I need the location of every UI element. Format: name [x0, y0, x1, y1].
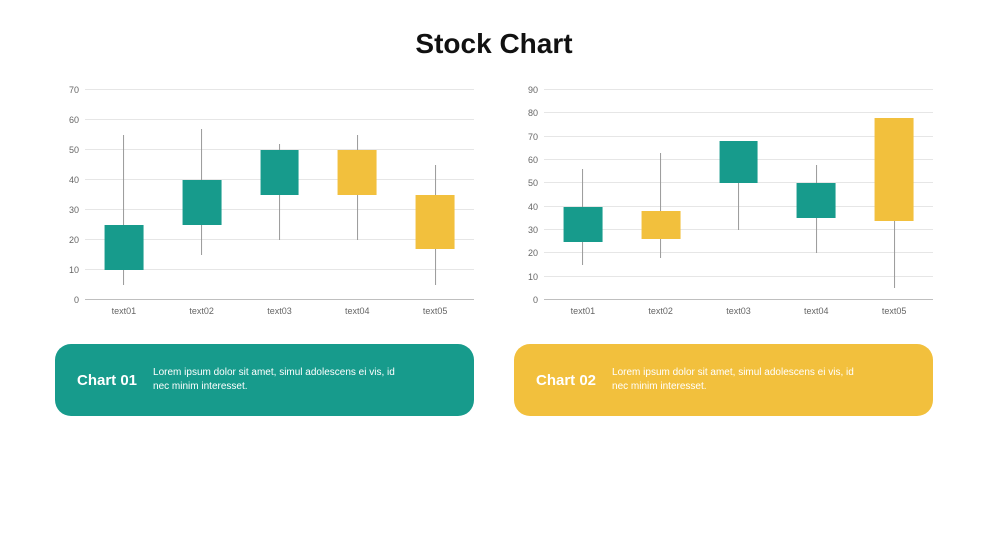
candle-body: [797, 183, 836, 218]
x-label: text04: [777, 306, 855, 316]
y-tick: 60: [55, 115, 79, 125]
y-tick: 70: [55, 85, 79, 95]
x-labels-1: text01text02text03text04text05: [85, 300, 474, 316]
x-labels-2: text01text02text03text04text05: [544, 300, 933, 316]
candle-body: [563, 207, 602, 242]
candle: [182, 90, 221, 300]
y-tick: 10: [514, 272, 538, 282]
x-label: text02: [622, 306, 700, 316]
y-tick: 0: [55, 295, 79, 305]
candle-body: [719, 141, 758, 183]
x-label: text05: [396, 306, 474, 316]
candle: [260, 90, 299, 300]
y-tick: 20: [55, 235, 79, 245]
y-tick: 0: [514, 295, 538, 305]
candle: [338, 90, 377, 300]
x-label: text04: [318, 306, 396, 316]
candle-body: [641, 211, 680, 239]
caption-text-1: Lorem ipsum dolor sit amet, simul adoles…: [153, 366, 413, 395]
candle-body: [260, 150, 299, 195]
candle: [641, 90, 680, 300]
y-tick: 50: [514, 178, 538, 188]
baseline-2: [544, 299, 933, 300]
y-tick: 30: [514, 225, 538, 235]
baseline-1: [85, 299, 474, 300]
y-tick: 80: [514, 108, 538, 118]
chart-panel-1: 010203040506070 text01text02text03text04…: [55, 90, 474, 316]
candle: [563, 90, 602, 300]
y-tick: 40: [514, 202, 538, 212]
y-tick: 50: [55, 145, 79, 155]
y-tick: 70: [514, 132, 538, 142]
candle-body: [182, 180, 221, 225]
x-label: text01: [85, 306, 163, 316]
x-label: text03: [700, 306, 778, 316]
x-label: text03: [241, 306, 319, 316]
caption-title-1: Chart 01: [77, 372, 137, 389]
candle-wick: [660, 153, 661, 258]
x-label: text05: [855, 306, 933, 316]
caption-card-2: Chart 02 Lorem ipsum dolor sit amet, sim…: [514, 344, 933, 416]
captions-row: Chart 01 Lorem ipsum dolor sit amet, sim…: [0, 316, 988, 416]
candle: [719, 90, 758, 300]
chart-panel-2: 0102030405060708090 text01text02text03te…: [514, 90, 933, 316]
candle: [875, 90, 914, 300]
candle-body: [416, 195, 455, 249]
plot-1: [85, 90, 474, 300]
candle: [104, 90, 143, 300]
caption-title-2: Chart 02: [536, 372, 596, 389]
candle-body: [104, 225, 143, 270]
x-label: text01: [544, 306, 622, 316]
y-tick: 60: [514, 155, 538, 165]
x-label: text02: [163, 306, 241, 316]
y-tick: 40: [55, 175, 79, 185]
y-tick: 90: [514, 85, 538, 95]
y-tick: 10: [55, 265, 79, 275]
caption-text-2: Lorem ipsum dolor sit amet, simul adoles…: [612, 366, 872, 395]
chart-area-2: 0102030405060708090: [544, 90, 933, 300]
chart-area-1: 010203040506070: [85, 90, 474, 300]
y-tick: 30: [55, 205, 79, 215]
candle-body: [875, 118, 914, 221]
caption-card-1: Chart 01 Lorem ipsum dolor sit amet, sim…: [55, 344, 474, 416]
y-axis-1: 010203040506070: [55, 90, 83, 300]
y-axis-2: 0102030405060708090: [514, 90, 542, 300]
y-tick: 20: [514, 248, 538, 258]
plot-2: [544, 90, 933, 300]
candle: [416, 90, 455, 300]
candle-body: [338, 150, 377, 195]
page-title: Stock Chart: [0, 0, 988, 60]
charts-row: 010203040506070 text01text02text03text04…: [0, 60, 988, 316]
candle: [797, 90, 836, 300]
